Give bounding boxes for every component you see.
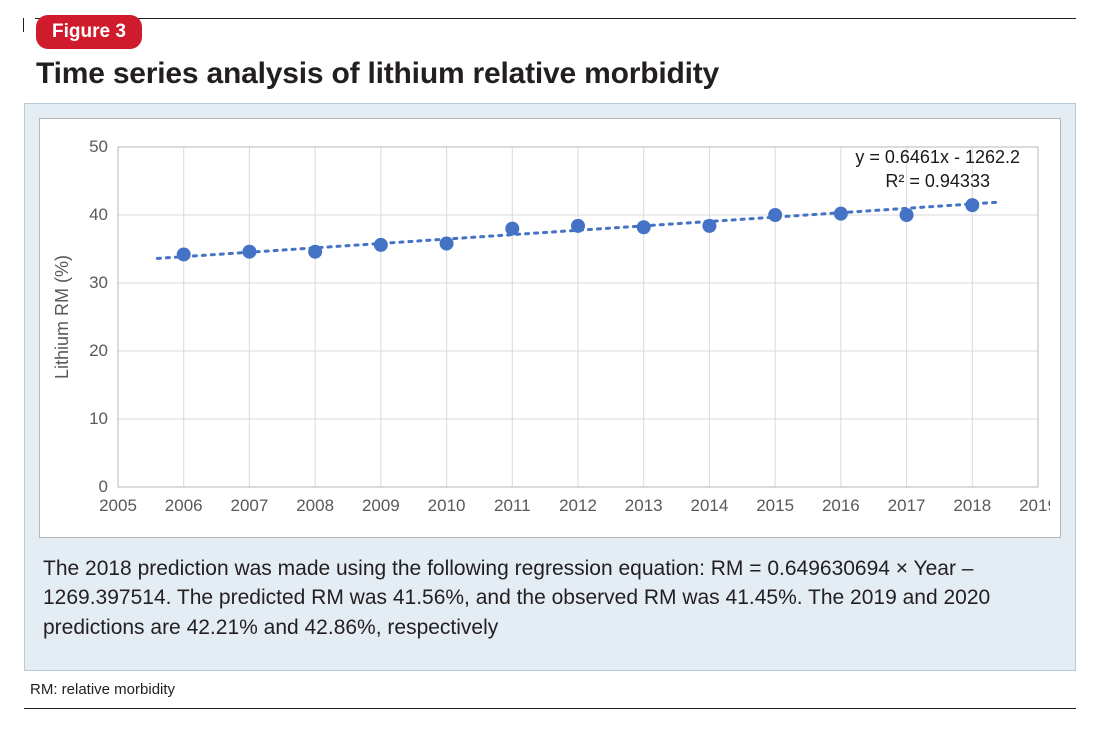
trendline-equation: y = 0.6461x - 1262.2 R² = 0.94333	[855, 145, 1020, 194]
r2-text: R² = 0.94333	[855, 169, 1020, 193]
svg-text:2010: 2010	[428, 496, 466, 515]
scatter-chart: 0 10 20 30 40 50 2005 2006 2007 2008 2009 2010 2011 2…	[50, 137, 1050, 527]
svg-text:2017: 2017	[888, 496, 926, 515]
svg-text:40: 40	[89, 205, 108, 224]
svg-text:2005: 2005	[99, 496, 137, 515]
svg-text:2014: 2014	[691, 496, 729, 515]
y-axis-label: Lithium RM (%)	[52, 255, 72, 379]
svg-text:2018: 2018	[953, 496, 991, 515]
figure-title: Time series analysis of lithium relative…	[36, 57, 1076, 91]
equation-text: y = 0.6461x - 1262.2	[855, 145, 1020, 169]
svg-text:2012: 2012	[559, 496, 597, 515]
svg-text:50: 50	[89, 137, 108, 156]
figure-caption: The 2018 prediction was made using the f…	[43, 554, 1057, 642]
svg-text:2016: 2016	[822, 496, 860, 515]
chart-inner: 0 10 20 30 40 50 2005 2006 2007 2008 2009 2010 2011 2…	[39, 118, 1061, 538]
svg-text:2008: 2008	[296, 496, 334, 515]
svg-text:2009: 2009	[362, 496, 400, 515]
svg-text:0: 0	[99, 477, 108, 496]
svg-text:20: 20	[89, 341, 108, 360]
svg-text:2019: 2019	[1019, 496, 1050, 515]
abbreviation-note: RM: relative morbidity	[30, 681, 1076, 698]
chart-panel: 0 10 20 30 40 50 2005 2006 2007 2008 2009 2010 2011 2…	[24, 103, 1076, 671]
figure-container: Figure 3 Time series analysis of lithium…	[24, 18, 1076, 709]
figure-badge: Figure 3	[36, 15, 142, 49]
svg-text:2015: 2015	[756, 496, 794, 515]
svg-text:30: 30	[89, 273, 108, 292]
svg-text:2007: 2007	[231, 496, 269, 515]
svg-text:2013: 2013	[625, 496, 663, 515]
corner-notch	[23, 18, 35, 32]
svg-text:10: 10	[89, 409, 108, 428]
svg-text:2006: 2006	[165, 496, 203, 515]
svg-text:2011: 2011	[494, 496, 531, 515]
